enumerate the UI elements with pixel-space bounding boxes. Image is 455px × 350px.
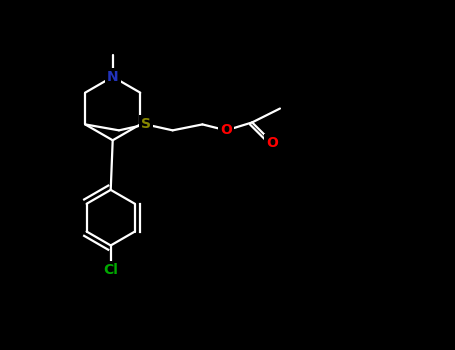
Text: O: O xyxy=(266,136,278,150)
Text: S: S xyxy=(141,117,151,131)
Text: N: N xyxy=(107,70,118,84)
Text: O: O xyxy=(220,123,232,137)
Text: Cl: Cl xyxy=(103,263,118,277)
